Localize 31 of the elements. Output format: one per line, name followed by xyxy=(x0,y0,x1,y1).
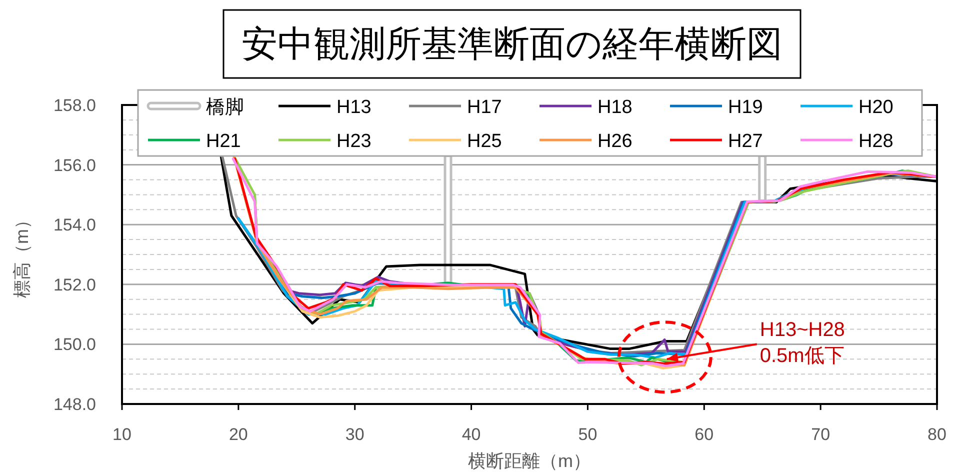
legend-label: H20 xyxy=(858,97,894,118)
y-tick-label: 148.0 xyxy=(53,395,96,414)
legend-label: H19 xyxy=(728,97,763,118)
x-tick-label: 10 xyxy=(112,425,132,444)
legend-label: H27 xyxy=(728,131,763,152)
x-tick-label: 60 xyxy=(694,425,714,444)
y-tick-label: 156.0 xyxy=(53,156,96,175)
legend-label: H26 xyxy=(598,131,632,152)
x-tick-label: 20 xyxy=(228,425,248,444)
legend-label: 橋脚 xyxy=(206,97,244,118)
chart-title: 安中観測所基準断面の経年横断図 xyxy=(242,23,782,64)
x-tick-label: 30 xyxy=(345,425,364,444)
x-tick-label: 70 xyxy=(811,425,830,444)
legend-label: H21 xyxy=(206,131,241,152)
annotation: H13~H28 0.5m低下 xyxy=(760,319,845,368)
y-tick-label: 152.0 xyxy=(53,275,96,294)
x-tick-label: 50 xyxy=(578,425,598,444)
y-tick-label: 154.0 xyxy=(53,216,96,235)
x-tick-label: 40 xyxy=(462,425,481,444)
legend-label: H25 xyxy=(467,131,502,152)
y-axis-title: 標高（m） xyxy=(12,211,32,298)
legend-label: H13 xyxy=(336,97,372,118)
legend-label: H17 xyxy=(467,97,502,118)
title: 安中観測所基準断面の経年横断図 xyxy=(222,9,802,79)
legend-label: H23 xyxy=(336,131,372,152)
x-axis-title: 横断距離（m） xyxy=(468,451,591,471)
legend-label: H18 xyxy=(598,97,632,118)
legend-label: H28 xyxy=(858,131,894,152)
y-tick-label: 150.0 xyxy=(53,335,96,354)
y-tick-label: 158.0 xyxy=(53,96,96,115)
x-tick-label: 80 xyxy=(928,425,946,444)
